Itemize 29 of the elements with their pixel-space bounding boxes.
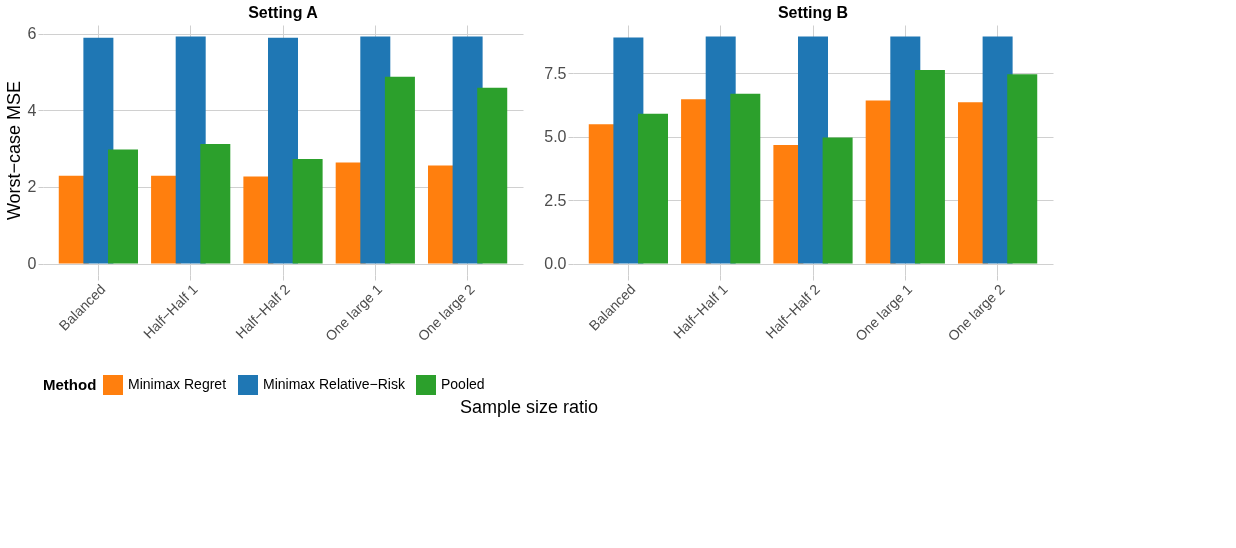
bar — [200, 144, 231, 264]
bar — [477, 87, 508, 264]
y-tick-label: 2.5 — [544, 191, 567, 209]
y-tick-label: 0 — [27, 255, 37, 273]
y-axis-title: Worst−case MSE — [3, 80, 24, 221]
chart-title: Setting B — [777, 4, 849, 21]
bar — [638, 113, 668, 264]
y-tick-label: 7.5 — [544, 64, 567, 82]
bar — [384, 76, 415, 264]
y-tick-label: 2 — [27, 178, 37, 196]
bar — [730, 93, 761, 264]
bar — [822, 137, 853, 264]
legend-label: Minimax Relative−Risk — [263, 376, 406, 392]
y-tick-label: 6 — [27, 25, 37, 43]
bar — [1007, 74, 1038, 264]
y-tick-label: 4 — [27, 101, 37, 119]
bar — [292, 159, 323, 264]
chart-title: Setting A — [248, 4, 319, 21]
bar — [798, 36, 828, 264]
bar — [108, 149, 138, 264]
legend-label: Pooled — [441, 376, 485, 392]
bar — [914, 69, 945, 264]
y-tick-label: 0.0 — [544, 255, 567, 273]
bar — [83, 37, 114, 264]
x-axis-title: Sample size ratio — [460, 397, 599, 417]
y-tick-label: 5.0 — [544, 128, 567, 146]
bar — [268, 37, 298, 264]
legend-title: Method — [43, 376, 97, 393]
legend-label: Minimax Regret — [128, 376, 227, 392]
